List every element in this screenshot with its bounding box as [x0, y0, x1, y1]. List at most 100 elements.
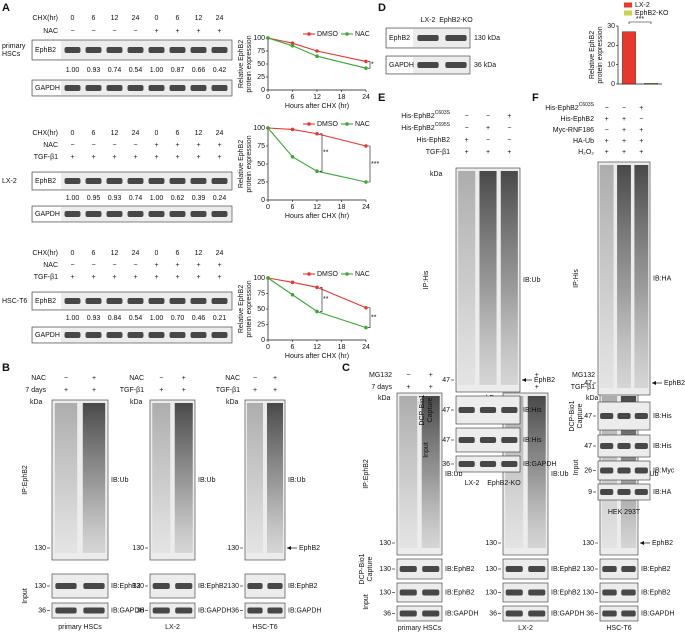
- row-label: NAC: [31, 375, 46, 382]
- band: [85, 332, 102, 338]
- group-label: Input: [573, 460, 580, 476]
- y-axis-label: Relative EphB2: [238, 285, 245, 333]
- band: [106, 85, 123, 91]
- row-cell: 6: [92, 250, 96, 257]
- y-tick-label: 20: [607, 42, 615, 49]
- ratio: 0.24: [213, 195, 227, 202]
- row-cell: +: [639, 149, 643, 156]
- size-marker: 36: [442, 461, 450, 468]
- legend-label: EphB2-KO: [635, 10, 669, 17]
- size-marker: 36: [383, 610, 391, 617]
- band: [417, 62, 439, 68]
- group-label: Capture: [367, 556, 374, 581]
- antibody-label: IB:EphB2: [445, 589, 475, 596]
- point: [290, 155, 295, 159]
- arrow-head: [522, 378, 526, 382]
- blot-box: [502, 558, 549, 580]
- significance: **: [323, 296, 329, 303]
- size-marker: 130: [582, 566, 594, 573]
- ub-smear: [82, 403, 106, 553]
- band: [479, 437, 497, 443]
- series-line: [267, 277, 367, 329]
- x-tick-label: 12: [313, 344, 321, 351]
- row-cell: −: [622, 105, 626, 112]
- row-cell: +: [182, 387, 186, 394]
- row-cell: 12: [111, 250, 119, 257]
- row-cell: +: [133, 274, 137, 281]
- series-line: [267, 127, 367, 183]
- ub-smear: [247, 403, 263, 553]
- band: [417, 35, 439, 41]
- band-label: EphB2: [35, 178, 56, 185]
- row-label: NAC: [225, 375, 240, 382]
- blot-box: [396, 582, 443, 603]
- size-marker: 130: [132, 545, 144, 552]
- row-cell: +: [622, 138, 626, 145]
- size-marker: 130: [485, 540, 497, 547]
- band: [501, 437, 518, 443]
- band: [634, 467, 648, 474]
- x-axis-label: Hours after CHX (hr): [285, 213, 349, 220]
- row-cell: 6: [92, 130, 96, 137]
- row-cell: +: [605, 149, 609, 156]
- band: [85, 178, 102, 184]
- arrow-head: [640, 541, 644, 545]
- antibody-label: IB:His: [523, 437, 542, 444]
- ratio: 1.00: [66, 315, 80, 322]
- row-cell: +: [465, 149, 469, 156]
- row-cell: 24: [216, 130, 224, 137]
- label-bg: [33, 207, 61, 221]
- legend-label: DMSO: [317, 271, 339, 278]
- band: [211, 178, 228, 184]
- legend-label: NAC: [355, 31, 370, 38]
- size-marker: 36: [489, 610, 497, 617]
- panel-letter: B: [2, 362, 10, 374]
- row-cell: +: [175, 274, 179, 281]
- band: [169, 298, 186, 304]
- band-label: GAPDH: [35, 332, 60, 339]
- row-cell: +: [92, 387, 96, 394]
- lane-label: LX-2: [465, 480, 480, 487]
- size-marker: 130: [485, 566, 497, 573]
- band: [211, 85, 228, 91]
- row-cell: +: [175, 142, 179, 149]
- sig-bracket: [628, 21, 652, 24]
- y-axis-label: protein expression: [246, 135, 253, 192]
- band: [127, 85, 144, 91]
- cell-label: primary HSCs: [398, 625, 442, 632]
- row-cell: 0: [71, 15, 75, 22]
- antibody-label: IB:EphB2: [551, 589, 581, 596]
- row-cell: 6: [176, 130, 180, 137]
- row-label: NAC: [43, 28, 58, 35]
- group-label: IP:EphB2: [363, 459, 370, 489]
- row-label-base: His-EphB2: [401, 125, 435, 132]
- size-marker: 130: [582, 540, 594, 547]
- y-axis-label: Relative EphB2: [238, 40, 245, 88]
- antibody-label: IB:EphB2: [445, 566, 475, 573]
- antibody-label: IB:GAPDH: [523, 461, 556, 468]
- band: [399, 610, 417, 617]
- antibody-label: IB:EphB2: [111, 583, 141, 590]
- row-cell: −: [133, 142, 137, 149]
- row-label: NAC: [43, 142, 58, 149]
- band: [422, 589, 440, 596]
- band: [399, 566, 417, 572]
- ratio: 0.84: [108, 315, 122, 322]
- ub-smear: [267, 403, 283, 553]
- row-cell: +: [507, 113, 511, 120]
- sig-bracket: [368, 307, 371, 328]
- significance: ***: [371, 161, 379, 168]
- antibody-label: IB:Ub: [551, 471, 569, 478]
- band: [602, 589, 617, 596]
- size-marker: 47: [442, 377, 450, 384]
- row-cell: +: [64, 387, 68, 394]
- row-cell: LX-2: [421, 17, 436, 24]
- row-cell: +: [429, 372, 433, 379]
- row-label: His-EphB2C695S: [401, 122, 450, 132]
- row-cell: +: [182, 375, 186, 382]
- row-cell: −: [486, 113, 490, 120]
- band: [634, 443, 648, 449]
- row-cell: −: [406, 372, 410, 379]
- antibody-label: IB:Ub: [198, 477, 216, 484]
- antibody-label: IB:EphB2: [198, 583, 228, 590]
